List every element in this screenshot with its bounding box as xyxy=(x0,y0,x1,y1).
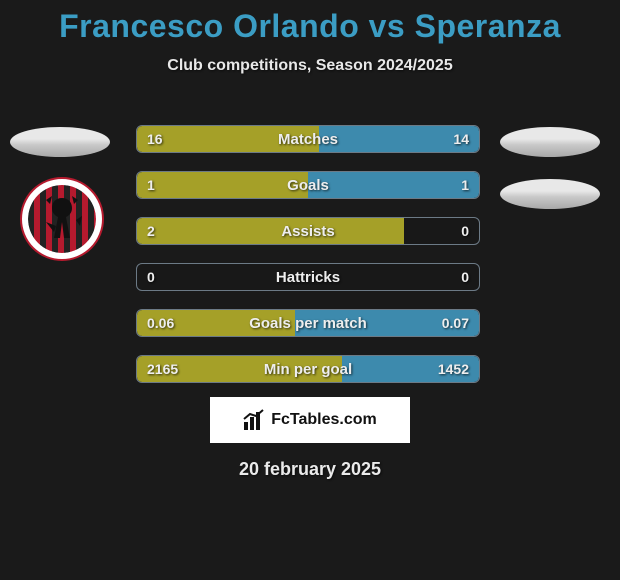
stat-value-right: 0 xyxy=(461,218,469,244)
stat-fill-right xyxy=(319,126,479,152)
stat-fill-left xyxy=(137,172,308,198)
devil-silhouette-icon xyxy=(36,192,88,244)
stat-row: 1614Matches xyxy=(136,125,480,153)
stat-row: 0 0Hattricks xyxy=(136,263,480,291)
placeholder-ellipse-right-1 xyxy=(500,127,600,157)
subtitle: Club competitions, Season 2024/2025 xyxy=(0,57,620,75)
chart-icon xyxy=(243,409,265,431)
team-badge-inner xyxy=(28,185,96,253)
placeholder-ellipse-right-2 xyxy=(500,179,600,209)
stat-fill-left xyxy=(137,310,295,336)
stat-fill-left xyxy=(137,126,319,152)
stat-value-right: 0 xyxy=(461,264,469,290)
stat-bars: 1614Matches11Goals20Assists00Hattricks0.… xyxy=(136,125,480,401)
stat-row: 21651452Min per goal xyxy=(136,355,480,383)
stat-fill-right xyxy=(308,172,479,198)
stat-value-left: 0 xyxy=(147,264,155,290)
comparison-content: 1614Matches11Goals20Assists00Hattricks0.… xyxy=(0,107,620,387)
stat-row: 11Goals xyxy=(136,171,480,199)
stat-fill-left xyxy=(137,218,404,244)
footer-brand-text: FcTables.com xyxy=(271,411,377,429)
placeholder-ellipse-left xyxy=(10,127,110,157)
stat-fill-left xyxy=(137,356,342,382)
stat-row: 0.060.07Goals per match xyxy=(136,309,480,337)
footer-date: 20 february 2025 xyxy=(0,459,620,480)
stat-row: 20Assists xyxy=(136,217,480,245)
page-title: Francesco Orlando vs Speranza xyxy=(0,8,620,45)
infographic-root: Francesco Orlando vs Speranza Club compe… xyxy=(0,0,620,580)
stat-fill-right xyxy=(342,356,479,382)
team-badge xyxy=(20,177,104,261)
stat-label: Hattricks xyxy=(137,264,479,290)
stat-fill-right xyxy=(295,310,479,336)
footer-brand-badge: FcTables.com xyxy=(210,397,410,443)
